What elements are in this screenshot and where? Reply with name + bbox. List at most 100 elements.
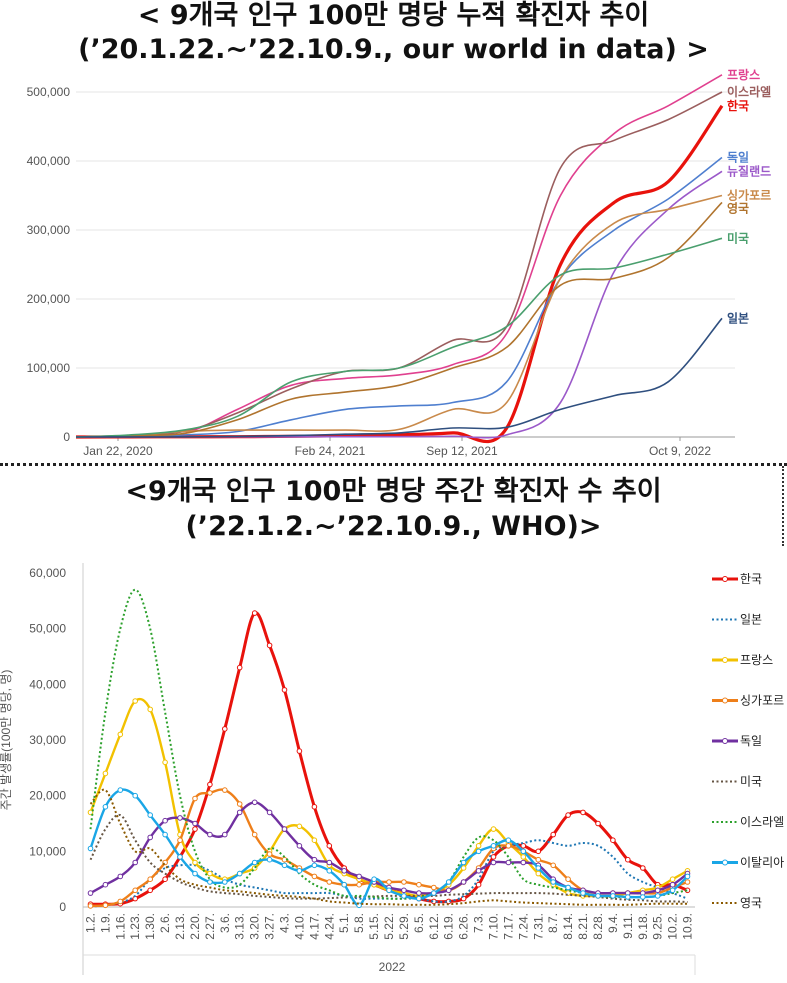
series-marker — [222, 876, 228, 883]
series-marker — [625, 894, 631, 900]
series-marker — [117, 873, 124, 880]
series-marker — [505, 843, 512, 849]
series-marker — [610, 893, 616, 899]
series-marker — [684, 887, 691, 894]
series-marker — [520, 848, 527, 855]
series-marker — [207, 781, 213, 788]
legend-marker — [722, 657, 728, 663]
cumulative-chart: 0 100,000 200,000 300,000 400,000 500,000 Jan … — [27, 68, 772, 458]
series-marker — [207, 790, 213, 796]
series-marker — [460, 879, 467, 885]
series-marker — [565, 884, 571, 891]
x-tick-label: 2.13. — [173, 913, 187, 940]
series-marker — [356, 873, 362, 880]
series-marker — [595, 820, 601, 827]
y-tick-label: 30,000 — [29, 733, 66, 747]
y-tick-label: 500,000 — [27, 85, 71, 99]
series-marker — [117, 900, 124, 907]
series-marker — [386, 879, 392, 885]
series-marker — [192, 795, 198, 802]
x-tick-label: 8.7. — [546, 913, 560, 933]
series-marker — [236, 664, 243, 671]
x-tick-label: 7.31. — [531, 913, 545, 940]
series-marker — [311, 873, 318, 880]
series-marker — [654, 884, 661, 891]
series-line — [75, 194, 723, 438]
x-tick-label: 10.2. — [666, 913, 680, 940]
series-marker — [475, 848, 482, 855]
series-marker — [192, 870, 198, 877]
series-marker — [505, 843, 512, 849]
chart2-title-line1: <9개국 인구 100만 명당 주간 확진자 수 추이 — [125, 476, 662, 507]
series-marker — [505, 859, 512, 866]
x-tick-label: 7.10. — [486, 913, 500, 940]
legend-label: 독일 — [740, 734, 762, 748]
legend-label: 미국 — [740, 775, 762, 789]
series-marker — [654, 890, 661, 896]
series-marker — [132, 895, 138, 902]
legend-label: 일본 — [740, 613, 762, 627]
series-marker — [341, 870, 348, 877]
y-tick-label: 400,000 — [27, 154, 71, 168]
series-marker — [595, 893, 601, 899]
series-marker — [326, 879, 333, 885]
series-marker — [416, 895, 422, 902]
series-label: 싱가포르 — [727, 188, 771, 203]
x-tick-label: 5.29. — [397, 913, 411, 940]
series-marker — [266, 848, 273, 855]
y-tick-label: 20,000 — [29, 789, 66, 803]
series-marker — [460, 859, 467, 866]
series-marker — [251, 831, 258, 838]
series-marker — [326, 862, 333, 869]
x-tick-label: 9.18. — [636, 913, 650, 940]
series-marker — [520, 859, 527, 866]
series-marker — [640, 890, 646, 896]
series-marker — [431, 890, 437, 896]
series-marker — [490, 843, 497, 849]
series-marker — [326, 868, 333, 874]
x-tick-label: Feb 24, 2021 — [295, 444, 366, 458]
series-marker — [147, 812, 153, 818]
series-marker — [87, 901, 94, 908]
series-marker — [580, 890, 586, 896]
x-tick-label: 8.28. — [591, 913, 605, 940]
x-tick-label: Jan 22, 2020 — [83, 444, 153, 458]
series-marker — [87, 890, 94, 896]
x-tick-label: 1.16. — [113, 913, 127, 940]
x-tick-label: 1.2. — [83, 913, 97, 933]
series-marker — [117, 787, 124, 793]
right-border-dots — [782, 466, 784, 546]
series-marker — [684, 870, 691, 877]
series-marker — [580, 893, 586, 899]
legend-label: 싱가포르 — [740, 694, 784, 708]
x-tick-label: 4.3. — [278, 913, 292, 933]
series-marker — [192, 820, 198, 827]
series-marker — [266, 851, 273, 857]
series-marker — [416, 881, 422, 888]
x-tick-label: 9.4. — [606, 913, 620, 933]
series-marker — [684, 879, 691, 885]
series-marker — [341, 881, 348, 888]
series-marker — [222, 787, 228, 793]
series-marker — [595, 890, 601, 896]
series-marker — [296, 868, 303, 874]
series-marker — [132, 859, 138, 866]
series-marker — [371, 881, 377, 888]
series-marker — [251, 865, 258, 871]
series-marker — [222, 726, 228, 732]
x-tick-label: 4.10. — [292, 913, 306, 940]
series-marker — [625, 890, 631, 896]
series-marker — [311, 856, 318, 863]
series-marker — [162, 759, 168, 766]
series-marker — [386, 887, 392, 894]
series-line — [89, 801, 689, 895]
y-tick-label: 10,000 — [29, 844, 66, 858]
x-tick-label: 3.20. — [248, 913, 262, 940]
series-marker — [460, 865, 467, 871]
series-marker — [490, 845, 497, 852]
series-marker — [535, 862, 542, 869]
series-marker — [102, 901, 109, 908]
y-tick-label: 50,000 — [29, 622, 66, 636]
series-marker — [117, 731, 124, 738]
series-label: 영국 — [727, 201, 749, 216]
